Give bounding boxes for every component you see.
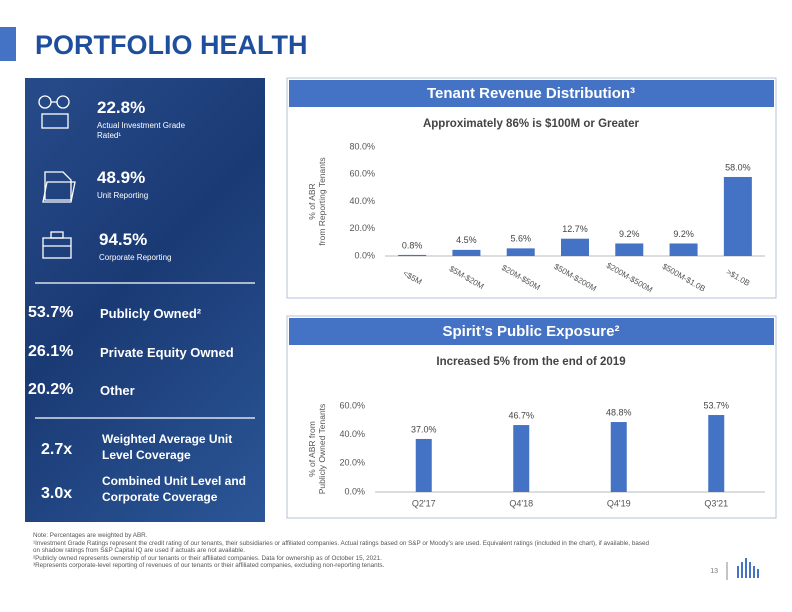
data-label: 58.0%: [725, 162, 751, 172]
footnote: ²Publicly owned represents ownership of …: [33, 554, 382, 562]
data-label: 9.2%: [673, 229, 694, 239]
stat-label: Corporate Reporting: [99, 253, 172, 262]
y-tick-label: 40.0%: [339, 429, 365, 439]
chart-subtitle: Increased 5% from the end of 2019: [436, 356, 625, 368]
footnotes: Note: Percentages are weighted by ABR. ¹…: [33, 532, 653, 570]
chart-title: Tenant Revenue Distribution³: [427, 85, 635, 102]
bar: [561, 238, 589, 256]
coverage-value: 3.0x: [41, 485, 73, 502]
footnote: ³Represents corporate-level reporting of…: [33, 562, 385, 569]
stat-value: 22.8%: [97, 98, 146, 117]
footnote: ¹Investment Grade Ratings represent the …: [33, 539, 650, 555]
bar: [669, 243, 698, 256]
ownership-value: 53.7%: [28, 304, 74, 321]
coverage-label: Weighted Average Unit Level Coverage: [102, 432, 233, 462]
ownership-value: 26.1%: [28, 343, 74, 360]
panel: [286, 315, 777, 519]
y-axis-label: % of ABR fromPublicly Owned Tenants: [307, 404, 327, 495]
stat-value: 94.5%: [99, 230, 148, 249]
bar: [610, 422, 627, 492]
chart-header: [289, 318, 774, 345]
y-axis-label: % of ABRfrom Reporting Tenants: [307, 157, 327, 245]
title: PORTFOLIO HEALTH: [35, 30, 308, 60]
ownership-value: 20.2%: [28, 381, 74, 398]
data-label: 4.5%: [456, 235, 477, 245]
bar: [723, 176, 752, 256]
logo: [737, 558, 759, 578]
data-label: 53.7%: [703, 400, 729, 410]
x-tick-label: Q2'17: [412, 498, 436, 508]
stat-label: Unit Reporting: [97, 191, 149, 200]
left-panel: 22.8% Actual Investment Grade Rated¹ 48.…: [25, 78, 265, 522]
bar: [398, 254, 427, 256]
x-tick-label: Q3'21: [704, 498, 728, 508]
chart-subtitle: Approximately 86% is $100M or Greater: [423, 118, 640, 130]
y-tick-label: 60.0%: [339, 400, 365, 410]
y-tick-label: 20.0%: [339, 458, 365, 468]
chart-title: Spirit’s Public Exposure²: [443, 323, 620, 340]
chart-header: [289, 80, 774, 107]
panel: [286, 77, 777, 299]
x-tick-label: Q4'18: [509, 498, 533, 508]
data-label: 9.2%: [619, 229, 640, 239]
data-label: 37.0%: [411, 424, 437, 434]
data-label: 12.7%: [562, 224, 588, 234]
x-tick-label: Q4'19: [607, 498, 631, 508]
coverage-value: 2.7x: [41, 441, 73, 458]
bar: [415, 438, 432, 492]
coverage-label: Combined Unit Level and Corporate Covera…: [102, 474, 247, 504]
ownership-label: Other: [100, 383, 135, 398]
bar: [506, 248, 535, 256]
stat-value: 48.9%: [97, 168, 146, 187]
y-tick-label: 0.0%: [344, 486, 365, 496]
data-label: 5.6%: [510, 234, 531, 244]
page-number: 13: [710, 568, 718, 575]
bar: [513, 425, 530, 492]
panel-icons: [35, 95, 255, 419]
footnote: Note: Percentages are weighted by ABR.: [33, 532, 148, 539]
y-tick-label: 0.0%: [354, 250, 375, 260]
bar: [615, 243, 644, 256]
y-tick-label: 40.0%: [349, 196, 375, 206]
y-tick-label: 20.0%: [349, 223, 375, 233]
y-tick-label: 80.0%: [349, 141, 375, 151]
bar: [452, 249, 481, 256]
ownership-label: Private Equity Owned: [100, 345, 234, 360]
y-tick-label: 60.0%: [349, 169, 375, 179]
data-label: 0.8%: [402, 240, 423, 250]
bar: [708, 415, 725, 492]
stat-label: Actual Investment Grade Rated¹: [97, 121, 186, 140]
data-label: 46.7%: [508, 410, 534, 420]
data-label: 48.8%: [606, 407, 632, 417]
accent: [0, 27, 16, 61]
ownership-label: Publicly Owned²: [100, 306, 202, 321]
